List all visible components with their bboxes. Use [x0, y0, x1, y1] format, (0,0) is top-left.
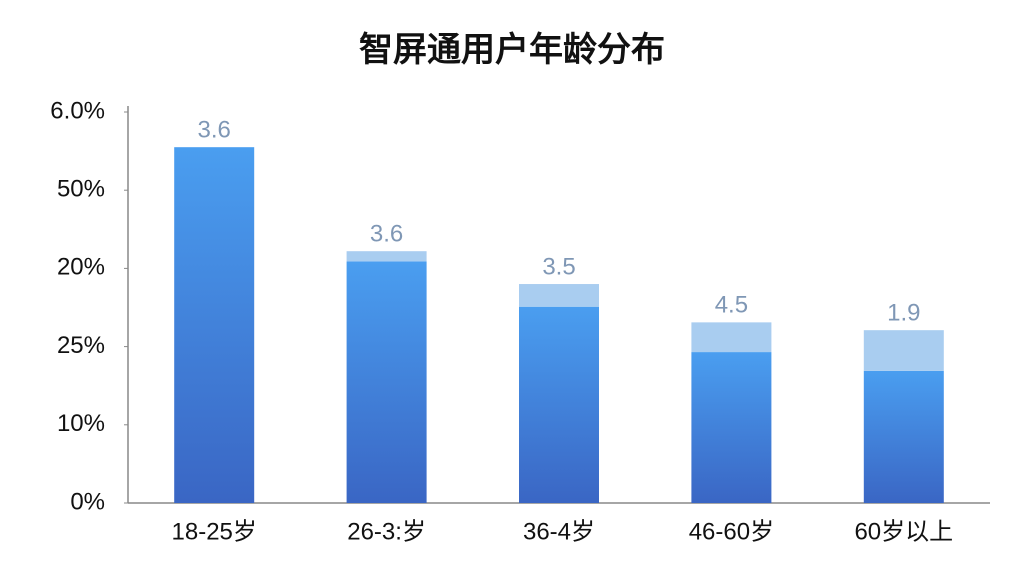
x-tick-label: 46-60岁 [689, 518, 774, 545]
annotation: 4.5 [715, 292, 748, 319]
bar-segment [691, 352, 772, 503]
y-tick-label: 10% [57, 410, 105, 437]
chart-title: 智屏通用户年龄分布 [359, 31, 665, 69]
bar-segment [346, 261, 427, 503]
x-tick-label: 60岁以上 [854, 518, 953, 545]
annotation: 3.5 [542, 253, 575, 280]
y-tick-label: 20% [57, 254, 105, 281]
x-tick-label: 18-25岁 [172, 518, 257, 545]
bar-segment [519, 306, 599, 503]
y-tick-label: 0% [70, 488, 105, 515]
annotation: 3.6 [370, 221, 403, 248]
x-tick-label: 26-3:岁 [347, 518, 426, 545]
x-tick-label: 36-4岁 [523, 518, 595, 545]
bar-segment [691, 322, 772, 353]
annotation: 3.6 [198, 117, 231, 144]
bar-segment [519, 284, 599, 307]
y-tick-label: 6.0% [50, 97, 105, 124]
y-tick-label: 50% [57, 176, 105, 203]
bar-segment [346, 251, 427, 262]
bar-segment [174, 147, 255, 503]
bar-segment [863, 370, 944, 503]
bar-segment [863, 330, 944, 371]
annotation: 1.9 [887, 300, 920, 327]
y-tick-label: 25% [57, 332, 105, 359]
